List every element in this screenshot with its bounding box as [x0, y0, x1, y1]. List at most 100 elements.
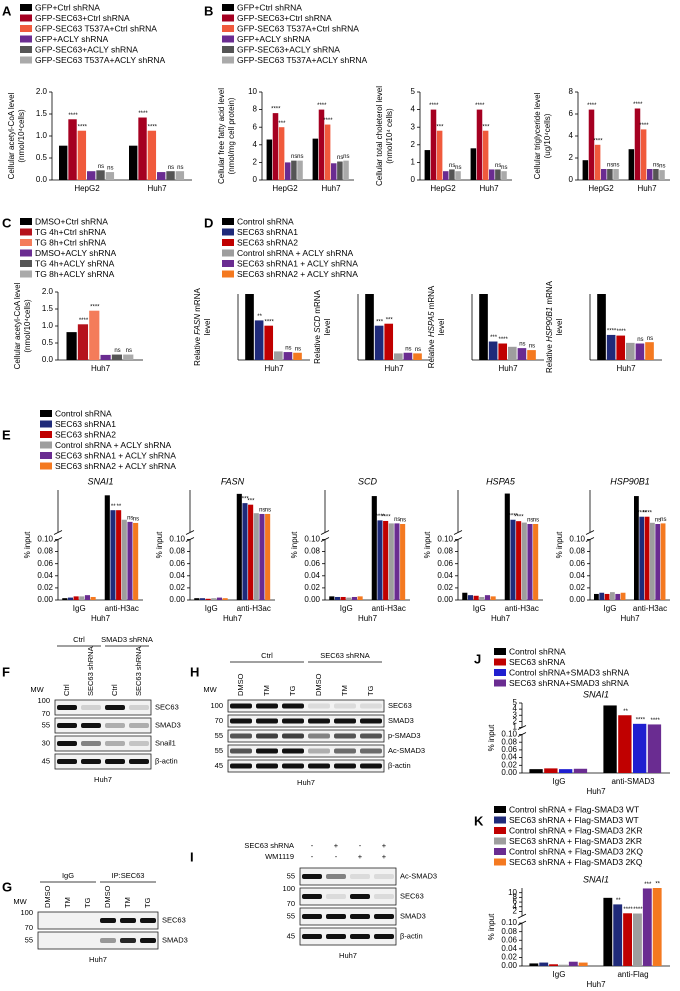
- x-tick-label: HepG2: [74, 184, 100, 193]
- legend-swatch: [20, 228, 32, 236]
- y-axis-label-part: Cellular acetyl-CoA level: [13, 282, 22, 369]
- band: [129, 705, 149, 710]
- y-tick-label: 0.02: [437, 583, 453, 592]
- protein-label: SEC63: [400, 891, 424, 900]
- y-tick-label: 0.0: [36, 175, 48, 184]
- band: [105, 723, 125, 728]
- bar: [588, 109, 595, 180]
- significance: ****: [78, 124, 88, 130]
- legend-swatch: [222, 249, 234, 257]
- protein-label: SMAD3: [388, 716, 414, 725]
- band: [282, 703, 304, 709]
- bar: [527, 524, 533, 600]
- x-tick-label: IgG: [73, 604, 86, 613]
- legend-label: Control shRNA + Flag-SMAD3 WT: [509, 804, 639, 814]
- mw-label: 55: [42, 720, 50, 729]
- y-tick-label: 6: [513, 897, 518, 906]
- group-label: SEC63 shRNA: [320, 651, 370, 660]
- y-axis-label: % input: [487, 724, 496, 751]
- bar: [166, 171, 175, 180]
- axis-break: [453, 530, 463, 535]
- y-axis-label-part: HSP90B1: [545, 307, 554, 342]
- x-axis-label: Huh7: [223, 614, 243, 623]
- bar: [245, 294, 254, 360]
- mw-label: 70: [287, 899, 295, 908]
- bar: [498, 343, 508, 360]
- bar: [331, 163, 337, 180]
- x-tick-label: Huh7: [264, 364, 284, 373]
- bar: [549, 964, 559, 966]
- significance: ***: [247, 498, 255, 504]
- significance: ns: [613, 163, 619, 169]
- legend-swatch: [20, 35, 32, 43]
- band: [374, 874, 394, 879]
- y-axis-label: (nmol/10⁴cells): [17, 109, 26, 163]
- bar: [334, 596, 341, 600]
- y-tick-label: 0.10: [169, 535, 185, 544]
- bar: [66, 332, 77, 360]
- y-tick-label: 1.5: [42, 304, 54, 313]
- band: [230, 703, 252, 709]
- bar: [529, 769, 543, 773]
- y-tick-label: 0.08: [37, 547, 53, 556]
- y-axis-label: % input: [423, 531, 432, 558]
- legend-swatch: [222, 25, 234, 32]
- y-tick-label: 0.02: [37, 583, 53, 592]
- y-axis-label: % input: [555, 531, 564, 558]
- bar: [264, 325, 274, 360]
- bar: [606, 334, 616, 360]
- significance: ****: [265, 319, 275, 325]
- significance: ***: [644, 882, 652, 888]
- y-tick-label: 0.02: [169, 583, 185, 592]
- legend-swatch: [20, 249, 32, 257]
- bar: [455, 171, 461, 180]
- legend-swatch: [20, 46, 32, 53]
- blot-frame: [227, 699, 385, 713]
- bar: [79, 596, 85, 600]
- lane-label: DMSO: [103, 885, 112, 908]
- axis-break: [517, 913, 527, 919]
- band: [308, 718, 330, 724]
- blot-frame: [37, 931, 159, 950]
- bar: [616, 335, 626, 360]
- y-axis-label-part: level: [555, 319, 564, 336]
- y-tick-label: 0.08: [569, 547, 585, 556]
- band: [129, 723, 149, 728]
- legend-label: SEC63 shRNA1 + ACLY shRNA: [55, 450, 176, 460]
- y-axis-label-part: % input: [23, 531, 32, 558]
- bar: [111, 354, 123, 360]
- legend-label: GFP-SEC63 T537A+ACLY shRNA: [35, 55, 165, 65]
- y-axis-label-part: HSPA5: [427, 311, 436, 337]
- significance: ****: [593, 138, 603, 144]
- bar: [488, 341, 498, 360]
- significance: ns: [177, 165, 183, 171]
- bar: [274, 351, 283, 360]
- legend-label: SEC63 shRNA2: [55, 429, 116, 439]
- bar: [383, 520, 389, 600]
- y-axis-label-part: (nmol/10⁴ cells): [385, 108, 394, 164]
- band: [57, 759, 77, 764]
- x-tick-label: anti-H3ac: [105, 604, 139, 613]
- legend-swatch: [494, 679, 506, 687]
- significance: **: [117, 504, 122, 510]
- significance: ns: [495, 163, 501, 169]
- cell-line: Huh7: [89, 955, 107, 964]
- bar: [253, 513, 259, 600]
- significance: ****: [587, 103, 597, 109]
- y-axis-label-part: level: [203, 319, 212, 336]
- bar: [96, 170, 105, 180]
- bar: [413, 353, 422, 360]
- y-tick-label: 2: [253, 158, 258, 167]
- bar: [84, 595, 91, 600]
- bar: [476, 109, 483, 180]
- condition-sign: -: [359, 841, 362, 850]
- band: [57, 723, 77, 728]
- blot-frame: [299, 867, 397, 886]
- panel-label: D: [204, 215, 213, 230]
- mw-label: 45: [42, 756, 50, 765]
- legend-swatch: [20, 25, 32, 32]
- y-tick-label: 1: [411, 158, 416, 167]
- mw-label: 70: [42, 709, 50, 718]
- bar: [104, 495, 110, 600]
- bar: [559, 964, 568, 966]
